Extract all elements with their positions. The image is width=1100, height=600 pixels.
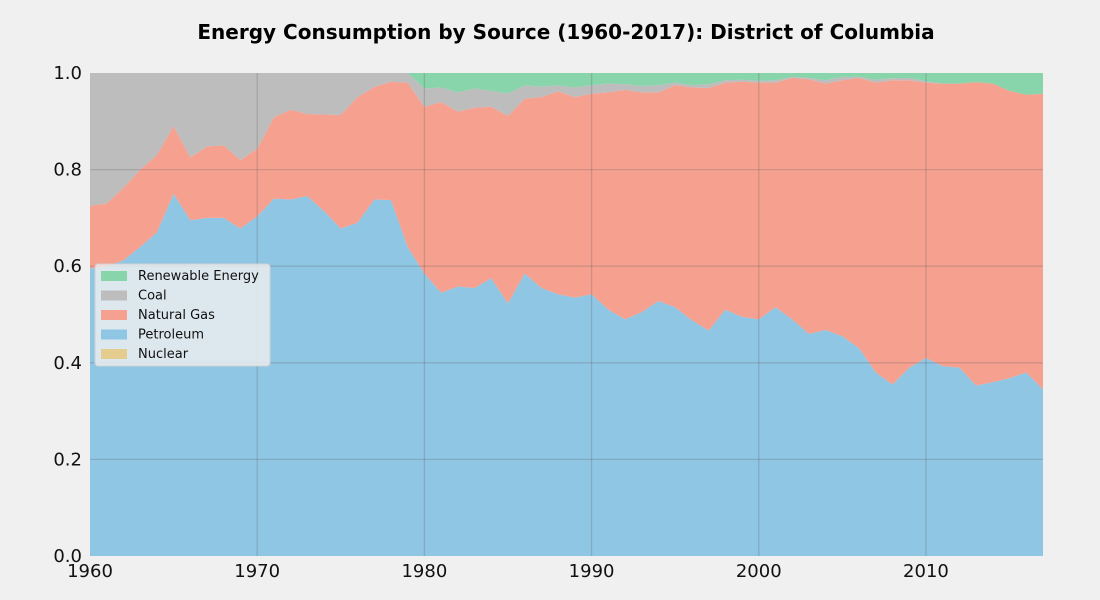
y-tick-label: 0.6	[53, 256, 82, 277]
legend-swatch	[101, 271, 127, 281]
x-tick-label: 1960	[67, 561, 113, 582]
legend-label: Renewable Energy	[138, 269, 259, 284]
x-tick-label: 2000	[736, 561, 782, 582]
x-tick-label: 1990	[569, 561, 615, 582]
y-tick-label: 0.2	[53, 449, 82, 470]
area-series-group	[90, 73, 1043, 556]
x-tick-label: 2010	[903, 561, 949, 582]
area-natural-gas	[90, 77, 1043, 390]
legend-label: Nuclear	[138, 347, 189, 362]
x-axis-ticks: 1960 1970 1980 1990 2000 2010	[67, 561, 949, 582]
legend-swatch	[101, 349, 127, 359]
y-tick-label: 0.0	[53, 546, 82, 567]
legend: Renewable Energy Coal Natural Gas Petroleum…	[94, 263, 271, 367]
y-tick-label: 0.4	[53, 353, 82, 374]
legend-swatch	[101, 290, 127, 301]
legend-box	[94, 263, 271, 367]
legend-label: Petroleum	[138, 328, 204, 343]
area-coal	[90, 73, 1043, 206]
y-axis-ticks: 0.0 0.2 0.4 0.6 0.8 1.0	[53, 63, 82, 567]
x-tick-label: 1970	[234, 561, 280, 582]
legend-swatch	[101, 310, 127, 320]
x-tick-label: 1980	[401, 561, 447, 582]
y-tick-label: 0.8	[53, 160, 82, 181]
chart-title: Energy Consumption by Source (1960-2017)…	[197, 20, 934, 44]
legend-label: Coal	[138, 289, 167, 304]
legend-label: Natural Gas	[138, 308, 215, 323]
y-tick-label: 1.0	[53, 63, 82, 84]
area-petroleum	[90, 193, 1043, 556]
legend-swatch	[101, 329, 127, 340]
area-renewable-energy	[90, 73, 1043, 95]
